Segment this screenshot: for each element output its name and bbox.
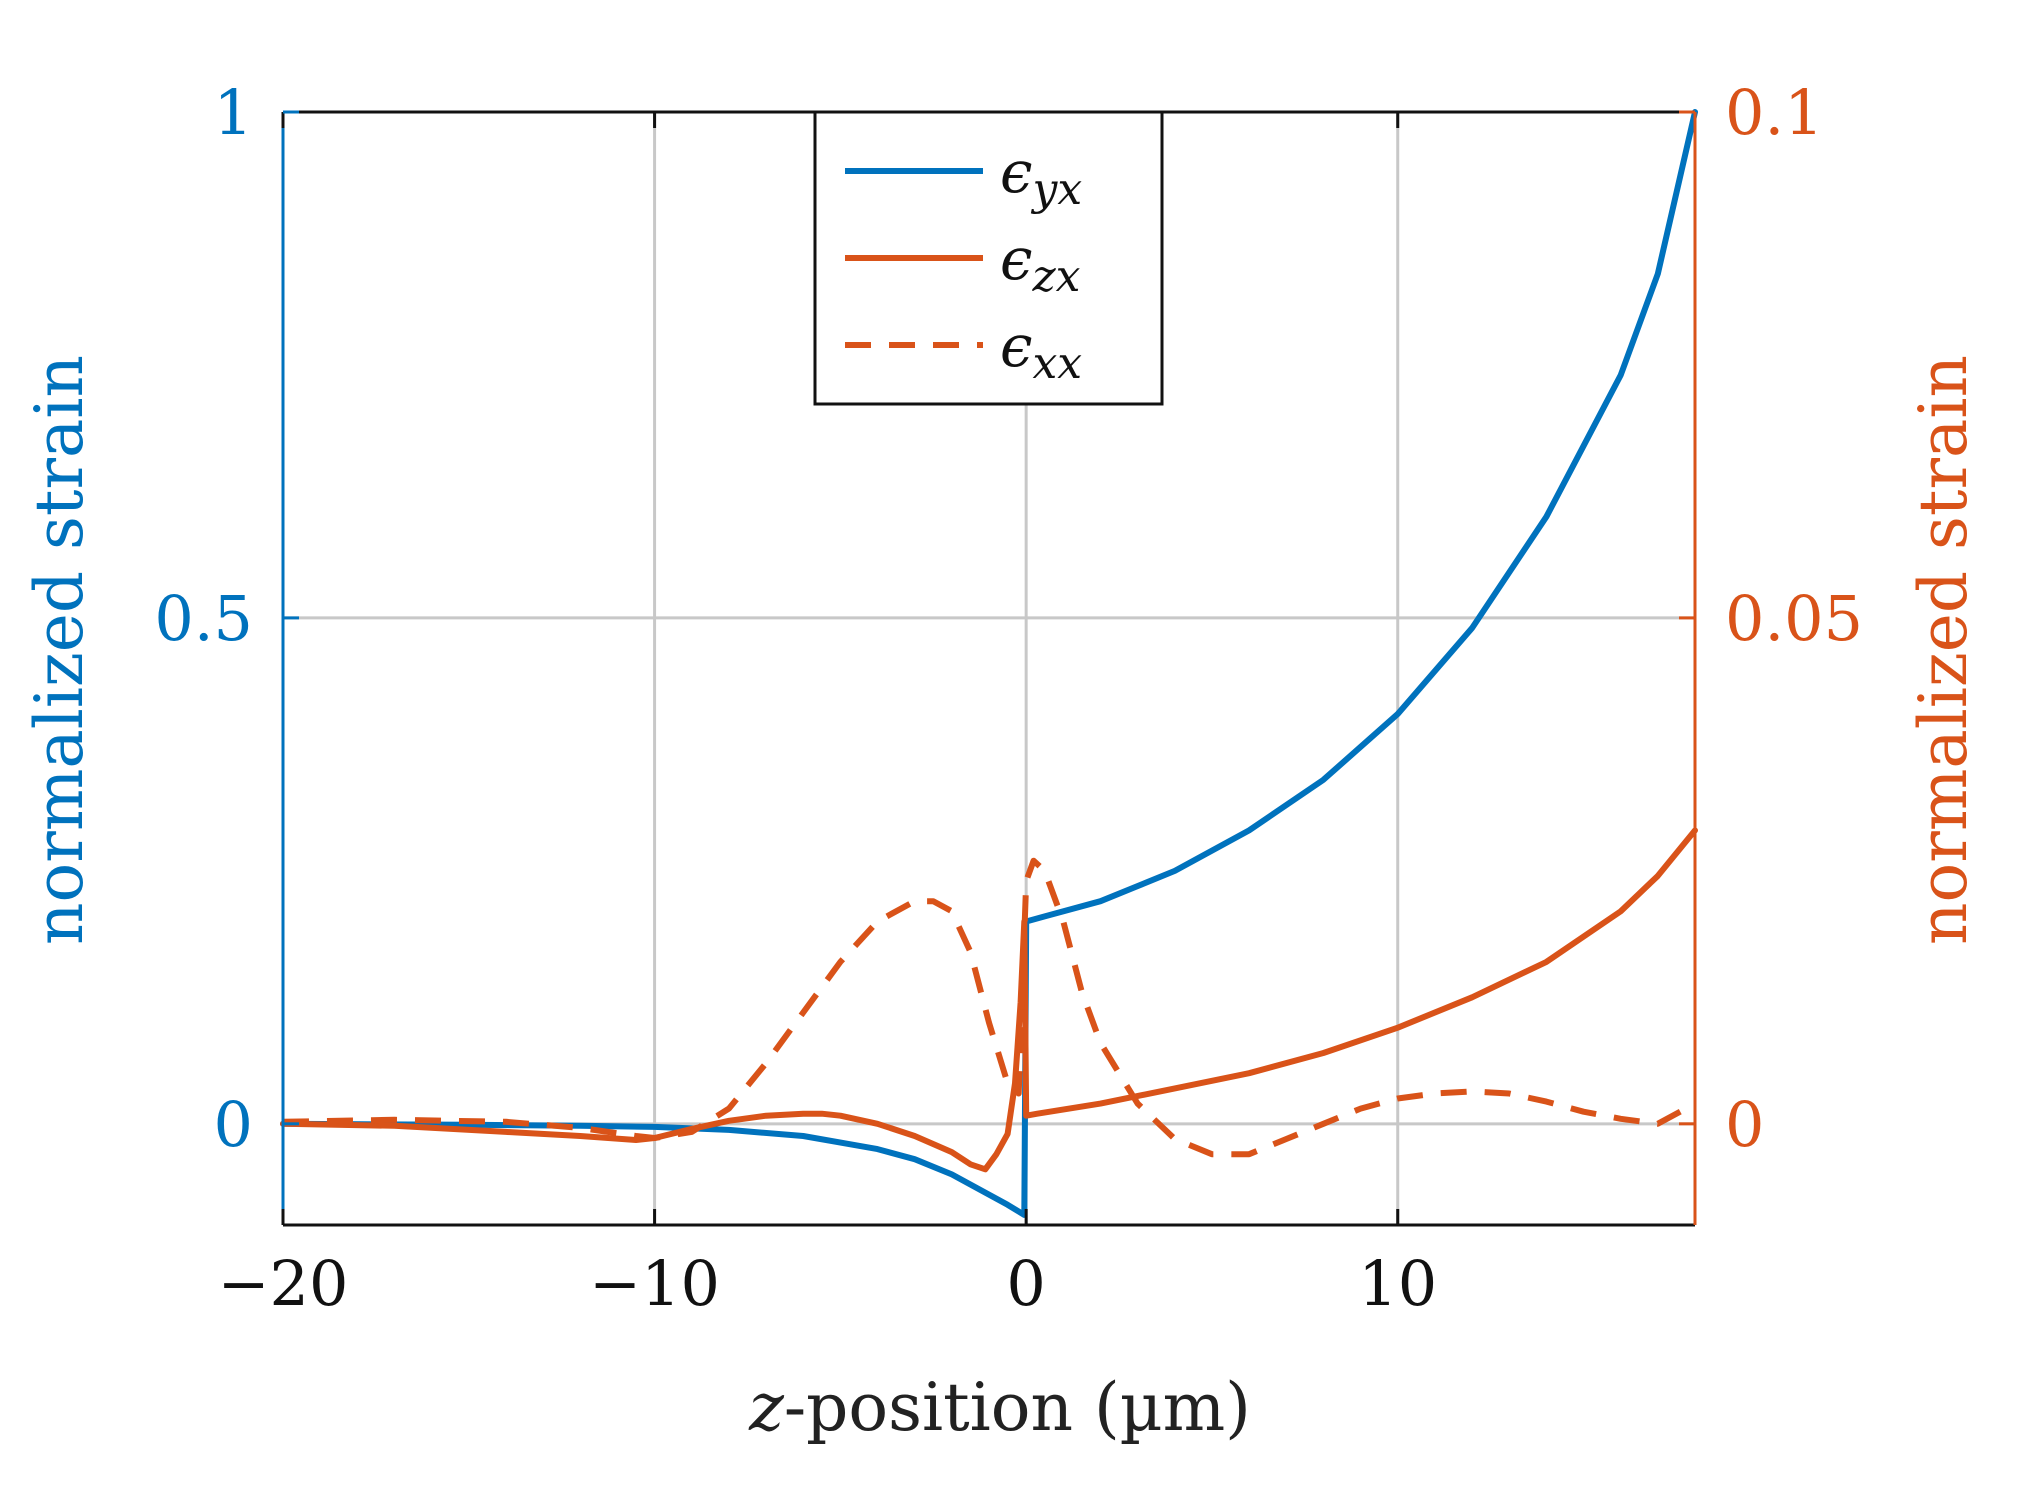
series-line-zx: [280, 827, 1698, 1173]
y-tick-label-right: 0.05: [1725, 582, 1863, 655]
x-tick-label: −10: [589, 1247, 720, 1320]
legend-subscript-exx: xx: [1032, 338, 1082, 389]
legend-entry-exx: ϵxx: [845, 312, 1082, 389]
legend-symbol-eyx: ϵ: [1000, 138, 1032, 206]
x-axis-label-italic: z: [748, 1369, 785, 1446]
y-tick-label-left: 0: [214, 1088, 253, 1161]
legend-subscript-ezx: zx: [1031, 251, 1080, 302]
legend-symbol-ezx: ϵ: [1000, 225, 1032, 293]
legend-entry-eyx: ϵyx: [845, 138, 1082, 215]
y-tick-label-left: 0.5: [154, 582, 253, 655]
legend-subscript-eyx: yx: [1030, 164, 1082, 215]
legend-symbol-exx: ϵ: [1000, 312, 1032, 380]
y-axis-label-right: normalized strain: [1905, 355, 1982, 945]
y-tick-label-left: 1: [214, 76, 253, 149]
series-layer: [280, 109, 1698, 1218]
y-axis-label-left: normalized strain: [21, 355, 98, 945]
x-axis-label: z-position (µm): [748, 1369, 1251, 1446]
legend-label-eyx: ϵyx: [1000, 138, 1082, 215]
legend-label-ezx: ϵzx: [1000, 225, 1081, 302]
legend-entry-ezx: ϵzx: [845, 225, 1081, 302]
x-tick-label: 0: [1006, 1247, 1045, 1320]
x-tick-label: −20: [218, 1247, 349, 1320]
series-line-xx: [282, 857, 1697, 1158]
x-tick-label: 10: [1358, 1247, 1437, 1320]
legend: ϵyx ϵzx ϵxx: [813, 110, 1164, 406]
x-axis-label-rest: -position (µm): [784, 1369, 1251, 1446]
y-tick-label-right: 0.1: [1725, 76, 1824, 149]
legend-label-exx: ϵxx: [1000, 312, 1082, 389]
y-tick-label-right: 0: [1725, 1088, 1764, 1161]
